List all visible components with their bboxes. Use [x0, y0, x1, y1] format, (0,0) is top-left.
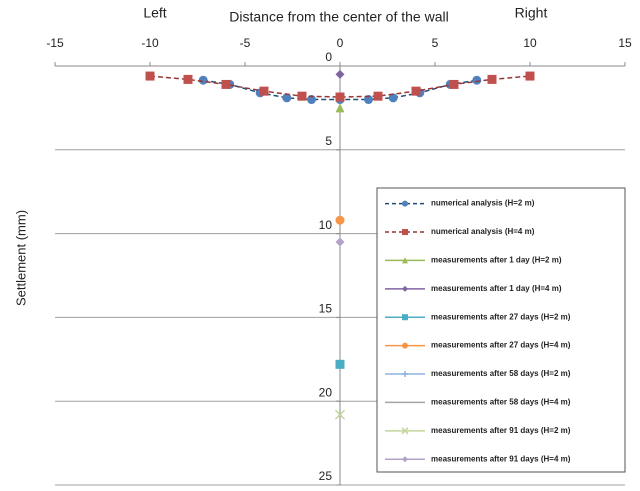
legend-label: measurements after 27 days (H=2 m) [431, 312, 571, 321]
point [388, 93, 398, 103]
point [282, 93, 292, 103]
y-tick-label: 25 [319, 469, 333, 483]
y-tick-label: 20 [319, 385, 333, 399]
x-tick-label: -15 [46, 36, 64, 50]
legend-marker [402, 257, 408, 264]
point [259, 86, 269, 96]
legend-marker [402, 371, 408, 378]
point [449, 79, 459, 89]
legend-marker [402, 285, 408, 292]
point [183, 74, 193, 84]
x-tick-label: 5 [432, 36, 439, 50]
legend-label: numerical analysis (H=4 m) [431, 227, 535, 236]
point [373, 91, 383, 101]
legend-marker [402, 342, 408, 349]
point [198, 75, 208, 85]
point [307, 95, 316, 105]
point [525, 71, 535, 81]
point [297, 91, 307, 101]
legend-label: measurements after 58 days (H=2 m) [431, 369, 571, 378]
x-tick-label: 15 [618, 36, 632, 50]
point [335, 359, 345, 369]
point [411, 86, 421, 96]
legend-label: measurements after 1 day (H=2 m) [431, 256, 562, 265]
legend-label: numerical analysis (H=2 m) [431, 199, 535, 208]
point [335, 237, 345, 247]
point [145, 71, 155, 81]
legend-marker [401, 427, 409, 435]
y-axis-label: Settlement (mm) [13, 210, 28, 306]
x-tick-label: 10 [523, 36, 537, 50]
x-tick-label: 0 [337, 36, 344, 50]
y-tick-label: 15 [319, 302, 333, 316]
right-label: Right [515, 5, 548, 21]
y-tick-label: 10 [319, 218, 333, 232]
chart-title: Distance from the center of the wall [229, 9, 448, 25]
point [335, 69, 345, 79]
y-tick-label: 0 [325, 50, 332, 64]
point [335, 215, 345, 225]
point [334, 409, 346, 420]
legend-label: measurements after 27 days (H=4 m) [431, 341, 571, 350]
x-tick-label: -10 [141, 36, 159, 50]
legend-marker [402, 314, 408, 321]
legend-box [376, 187, 626, 473]
point [335, 92, 345, 102]
point [487, 74, 497, 84]
legend-marker [402, 456, 408, 463]
point [472, 75, 482, 85]
point [364, 95, 373, 105]
left-label: Left [143, 5, 166, 21]
point [221, 79, 231, 89]
point [335, 103, 345, 113]
legend-label: measurements after 91 days (H=4 m) [431, 454, 571, 463]
legend-label: measurements after 91 days (H=2 m) [431, 426, 571, 435]
legend-label: measurements after 58 days (H=4 m) [431, 398, 571, 407]
legend-label: measurements after 1 day (H=4 m) [431, 284, 562, 293]
legend-marker [402, 229, 408, 236]
legend-marker [402, 200, 408, 207]
y-tick-label: 5 [325, 134, 332, 148]
x-tick-label: -5 [240, 36, 251, 50]
